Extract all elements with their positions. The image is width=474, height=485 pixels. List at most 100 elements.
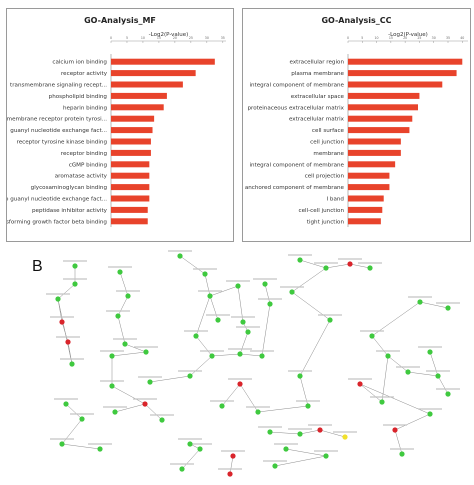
go-cc-bar-chart: GO-Analysis_CC -Log2(P-value) 0 5 10 15 20 25 30… — [245, 16, 468, 227]
network-edge-25 — [239, 383, 259, 413]
network-edge-21 — [291, 291, 331, 321]
network-node-23 — [347, 261, 353, 267]
network-edge-28 — [371, 335, 389, 357]
network-edge-62 — [57, 298, 73, 365]
network-node-6 — [117, 269, 123, 275]
network-node-60 — [323, 453, 329, 459]
network-node-57 — [230, 453, 236, 459]
cc-x-tick-label-3: 15 — [389, 36, 393, 40]
network-edge-10 — [209, 285, 239, 297]
network-edge-46 — [285, 448, 327, 457]
network-edge-32 — [437, 375, 449, 395]
mf-x-tick-label-6: 30 — [205, 36, 209, 40]
mf-category-label-8: receptor binding — [61, 151, 108, 157]
cc-category-label-11: anchored component of membrane — [245, 185, 345, 191]
cc-category-label-9: integral component of membrane — [249, 162, 344, 168]
network-edge-24 — [221, 383, 241, 407]
go-mf-bar-chart: GO-Analysis_MF -Log2(P-value) 0 5 10 15 20 25 30… — [0, 16, 226, 227]
network-node-55 — [197, 446, 203, 452]
network-edge-59 — [239, 353, 263, 357]
network-edge-7 — [117, 315, 126, 345]
network-edge-47 — [274, 455, 327, 467]
cc-bar-1 — [348, 70, 457, 77]
network-node-1 — [72, 281, 78, 287]
network-node-10 — [177, 253, 183, 259]
network-node-4 — [65, 339, 71, 345]
network-node-32 — [417, 299, 423, 305]
cc-bar-11 — [348, 184, 390, 191]
network-node-68 — [379, 399, 385, 405]
cc-bar-6 — [348, 127, 410, 134]
cc-x-tick-label-0: 0 — [347, 36, 349, 40]
go-mf-chart-frame: GO-Analysis_MF -Log2(P-value) 0 5 10 15 20 25 30… — [0, 8, 234, 242]
network-node-31 — [255, 409, 261, 415]
cc-category-label-7: cell junction — [310, 140, 344, 146]
network-edge-22 — [299, 319, 331, 377]
network-edge-54 — [359, 383, 383, 403]
network-node-50 — [112, 409, 118, 415]
cc-bar-8 — [348, 149, 401, 156]
mf-bar-12 — [111, 195, 150, 202]
network-edge-14 — [195, 335, 213, 357]
mf-bar-7 — [111, 138, 151, 145]
network-node-30 — [219, 403, 225, 409]
network-edge-41 — [65, 403, 83, 420]
network-edge-8 — [179, 255, 206, 275]
network-node-12 — [207, 293, 213, 299]
network-node-13 — [235, 283, 241, 289]
network-edge-19 — [349, 263, 371, 269]
go-cc-chart-frame: GO-Analysis_CC -Log2(P-value) 0 5 10 15 20 25 30… — [242, 8, 471, 242]
mf-x-tick-label-7: 35 — [221, 36, 225, 40]
network-edge-61 — [381, 355, 389, 403]
cc-bar-14 — [348, 218, 381, 225]
network-node-48 — [109, 383, 115, 389]
cc-category-label-13: cell-cell junction — [299, 208, 345, 214]
network-edge-50 — [189, 355, 213, 377]
network-node-15 — [245, 329, 251, 335]
cc-x-tick-label-5: 25 — [417, 36, 421, 40]
network-edge-26 — [419, 301, 449, 309]
cc-chart-title: GO-Analysis_CC — [321, 16, 391, 25]
network-node-36 — [427, 349, 433, 355]
cc-x-tick-label-7: 35 — [446, 36, 450, 40]
network-edge-16 — [261, 303, 271, 357]
network-node-42 — [392, 427, 398, 433]
network-edge-6 — [117, 295, 129, 317]
network-node-67 — [237, 351, 243, 357]
mf-x-tick-label-1: 5 — [126, 36, 128, 40]
network-node-45 — [297, 431, 303, 437]
network-node-39 — [445, 391, 451, 397]
network-edge-56 — [111, 351, 147, 357]
network-node-54 — [97, 446, 103, 452]
mf-chart-title: GO-Analysis_MF — [84, 16, 156, 25]
network-edge-57 — [124, 343, 147, 353]
network-node-9 — [122, 341, 128, 347]
cc-bar-4 — [348, 104, 418, 111]
network-node-51 — [63, 401, 69, 407]
network-node-11 — [202, 271, 208, 277]
cc-x-tick-label-2: 10 — [375, 36, 379, 40]
mf-bar-2 — [111, 81, 183, 88]
network-node-17 — [209, 353, 215, 359]
network-edge-36 — [299, 429, 321, 435]
cc-category-label-8: membrane — [313, 151, 344, 157]
mf-bar-9 — [111, 161, 150, 168]
mf-bar-10 — [111, 172, 150, 179]
mf-category-label-11: glycosaminoglycan binding — [31, 185, 108, 191]
network-node-5 — [69, 361, 75, 367]
network-edge-5 — [119, 271, 129, 297]
mf-category-label-13: peptidase inhibitor activity — [32, 208, 108, 214]
mf-x-tick-label-2: 10 — [141, 36, 145, 40]
cc-category-label-14: tight junction — [307, 219, 345, 225]
network-node-29 — [237, 381, 243, 387]
mf-category-label-3: phospholipid binding — [49, 94, 108, 100]
network-node-66 — [187, 441, 193, 447]
network-edge-31 — [407, 371, 439, 377]
mf-bar-4 — [111, 104, 164, 111]
cc-category-label-12: I band — [326, 197, 344, 203]
network-node-19 — [267, 301, 273, 307]
network-node-27 — [297, 373, 303, 379]
network-node-59 — [283, 446, 289, 452]
network-node-25 — [289, 289, 295, 295]
mf-bar-6 — [111, 127, 153, 134]
